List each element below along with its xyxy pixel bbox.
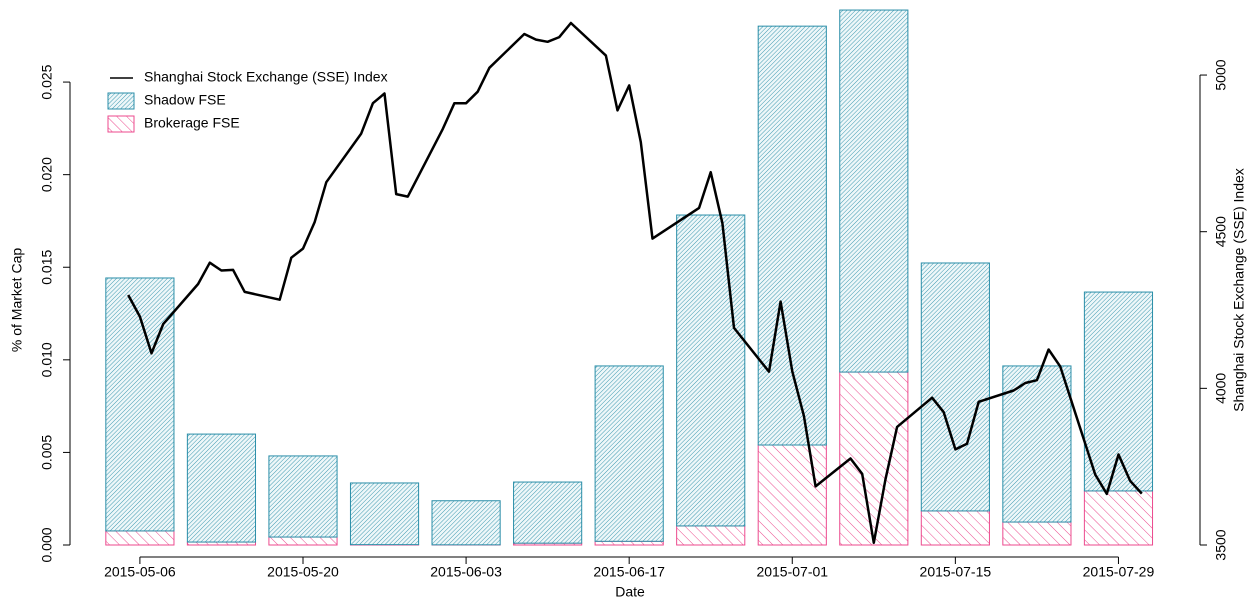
bar-segment <box>105 530 175 546</box>
bar-segment <box>676 214 746 527</box>
y-tick-label: 0.005 <box>39 435 55 470</box>
x-tick-label: 2015-07-29 <box>1083 564 1155 580</box>
legend-swatch <box>107 115 135 133</box>
line-series <box>127 21 1143 545</box>
y-tick-label: 0.010 <box>39 342 55 377</box>
y2-tick-label: 5000 <box>1213 59 1229 90</box>
x-tick-label: 2015-07-15 <box>920 564 992 580</box>
bar-segment <box>268 455 338 538</box>
y-tick-label: 0.000 <box>39 527 55 562</box>
bar-segment <box>920 262 990 512</box>
x-tick-label: 2015-07-01 <box>756 564 828 580</box>
bar-segment <box>513 481 583 544</box>
legend-label: Brokerage FSE <box>144 115 240 131</box>
bar-segment <box>594 365 664 542</box>
x-tick-label: 2015-06-03 <box>430 564 502 580</box>
bar-segment <box>1002 365 1072 523</box>
bar-segment <box>594 540 664 546</box>
bar-segment <box>839 9 909 373</box>
legend-label: Shadow FSE <box>144 92 226 108</box>
bar-segment <box>757 25 827 446</box>
x-tick-label: 2015-05-20 <box>267 564 339 580</box>
y-tick-label: 0.015 <box>39 250 55 285</box>
bar-segment <box>1002 521 1072 546</box>
bar-segment <box>920 510 990 546</box>
bar-segment <box>268 536 338 546</box>
y-axis-label: % of Market Cap <box>9 248 25 352</box>
bar-segment <box>1083 490 1154 546</box>
y-tick-label: 0.025 <box>39 64 55 99</box>
y2-tick-label: 3500 <box>1213 529 1229 560</box>
y-tick-label: 0.020 <box>39 157 55 192</box>
x-tick-label: 2015-05-06 <box>104 564 176 580</box>
y2-axis-label: Shanghai Stock Exchange (SSE) Index <box>1231 168 1247 412</box>
bar-segment <box>431 500 501 546</box>
x-tick-label: 2015-06-17 <box>593 564 665 580</box>
bar-segment <box>676 525 746 546</box>
legend-swatch <box>107 92 135 110</box>
bar-segment <box>349 482 420 546</box>
bar-segment <box>757 444 827 546</box>
bar-segment <box>186 433 257 543</box>
legend-label: Shanghai Stock Exchange (SSE) Index <box>144 69 388 85</box>
y2-tick-label: 4500 <box>1213 216 1229 247</box>
bar-segment <box>1083 291 1154 492</box>
x-axis-label: Date <box>615 584 645 600</box>
y2-tick-label: 4000 <box>1213 373 1229 404</box>
